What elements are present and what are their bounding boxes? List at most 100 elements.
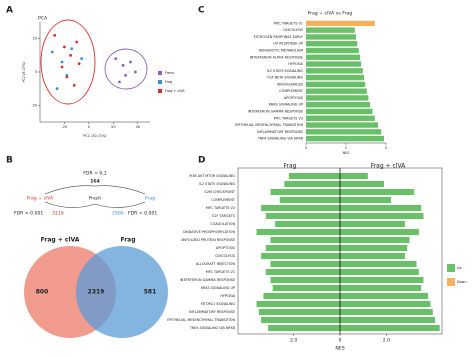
bar: [340, 212, 424, 220]
category-label: INTERFERON ALPHA RESPONSE: [250, 55, 303, 59]
group-heading: Frag + clVA: [371, 163, 406, 170]
bar: [306, 108, 373, 115]
bar: [265, 268, 340, 276]
bar: [284, 180, 340, 188]
bar: [261, 252, 340, 260]
venn-label: Frag: [120, 237, 135, 244]
bar: [306, 102, 370, 108]
bar: [340, 324, 440, 332]
bar: [256, 228, 340, 236]
category-label: KRAS SIGNALING UP: [269, 103, 303, 107]
bar: [340, 260, 417, 268]
bar: [306, 54, 360, 60]
category-label: COMPLEMENT: [279, 89, 304, 93]
bar: [270, 260, 340, 268]
bar: [340, 172, 368, 180]
category-label: MYC TARGETS V2: [274, 116, 303, 120]
category-label: ANGIOGENESIS: [277, 82, 303, 86]
bar: [340, 308, 433, 316]
legend-label: Up: [457, 266, 462, 270]
tree-node: Frag: [145, 196, 155, 202]
x-tick-label: 40: [136, 125, 140, 129]
category-label: HYPOXIA: [288, 62, 303, 66]
point: [53, 33, 57, 37]
chart-title: PCA: [38, 16, 48, 22]
point: [114, 57, 118, 61]
bar: [340, 196, 391, 204]
bar: [306, 135, 384, 142]
y-tick-label: -20: [31, 103, 37, 107]
bar: [340, 220, 405, 228]
category-label: TGF BETA SIGNALING: [266, 76, 303, 80]
x-axis-label: NES: [343, 151, 350, 155]
bar: [306, 34, 356, 40]
bar: [289, 172, 340, 180]
category-label: PI3K AKT MTOR SIGNALING: [189, 174, 235, 178]
category-label: APOPTOSIS: [284, 96, 303, 100]
bar: [275, 220, 340, 228]
bar: [306, 129, 382, 135]
bar: [340, 292, 429, 300]
bar: [340, 316, 436, 324]
point: [129, 60, 132, 64]
bar: [306, 81, 366, 88]
category-label: INTERFERON GAMMA RESPONSE: [248, 110, 303, 114]
category-label: ESTROGEN RESPONSE EARLY: [254, 35, 304, 39]
category-label: MYC TARGETS V1: [274, 21, 303, 25]
x-tick-label: 20: [111, 125, 115, 129]
bar: [306, 122, 378, 128]
category-label: IL2 STAT5 SIGNALING: [267, 69, 304, 73]
category-label: INTERFERON GAMMA RESPONSE: [180, 278, 235, 282]
bar: [306, 61, 362, 67]
category-label: G2M CHECKPOINT: [204, 190, 236, 194]
category-label: IL2 STAT5 SIGNALING: [199, 182, 236, 186]
category-label: EPITHELIAL MESENCHYMAL TRANSITION: [235, 123, 303, 127]
point: [121, 63, 125, 67]
category-label: INFLAMMATORY RESPONSE: [257, 130, 303, 134]
bar: [340, 228, 419, 236]
point: [60, 60, 64, 64]
point: [65, 75, 69, 79]
point: [124, 73, 127, 77]
x-tick-label: 2.0: [290, 338, 297, 344]
bar: [265, 212, 340, 220]
bar: [340, 284, 422, 292]
category-label: INFLAMMATORY RESPONSE: [189, 310, 235, 314]
bar: [270, 236, 340, 244]
venn-count: 2319: [88, 289, 105, 296]
tree-root-label: FDR < 0.1: [83, 171, 107, 177]
x-axis-label: NES: [335, 346, 344, 352]
legend-label: Frag + clVA: [165, 89, 185, 93]
category-label: COAGULATION: [210, 222, 235, 226]
category-label: MYC TARGETS V1: [206, 270, 235, 274]
panel-letter: A: [6, 6, 13, 16]
category-label: GLYCOLYSIS: [215, 254, 235, 258]
tree-fdr: FDR < 0.001: [128, 211, 157, 217]
x-tick-label: 0: [88, 125, 90, 129]
category-label: MYC TARGETS V2: [206, 206, 235, 210]
legend-swatch: [447, 278, 455, 286]
point: [60, 65, 64, 69]
point: [50, 50, 54, 54]
tree-root-count: 164: [90, 179, 100, 185]
legend-swatch: [158, 80, 162, 84]
bar: [340, 188, 415, 196]
category-label: ALLOGRAFT REJECTION: [196, 262, 236, 266]
bar: [306, 115, 375, 121]
x-tick-label: 0: [339, 338, 342, 344]
legend-label: Down: [457, 280, 467, 284]
bar: [340, 204, 422, 212]
cluster-ellipse: [40, 19, 96, 105]
venn-count: 800: [36, 289, 49, 296]
tree-node: Fresh: [89, 196, 101, 202]
bar: [340, 268, 419, 276]
bar: [261, 204, 340, 212]
point: [72, 83, 76, 87]
category-label: TNFA SIGNALING VIA NFKB: [189, 326, 236, 330]
bar: [306, 68, 363, 74]
category-label: COMPLEMENT: [211, 198, 236, 202]
x-tick-label: 2: [385, 146, 387, 150]
bar: [340, 252, 405, 260]
category-label: MTORC1 SIGNALING: [201, 302, 236, 306]
point: [118, 80, 121, 84]
